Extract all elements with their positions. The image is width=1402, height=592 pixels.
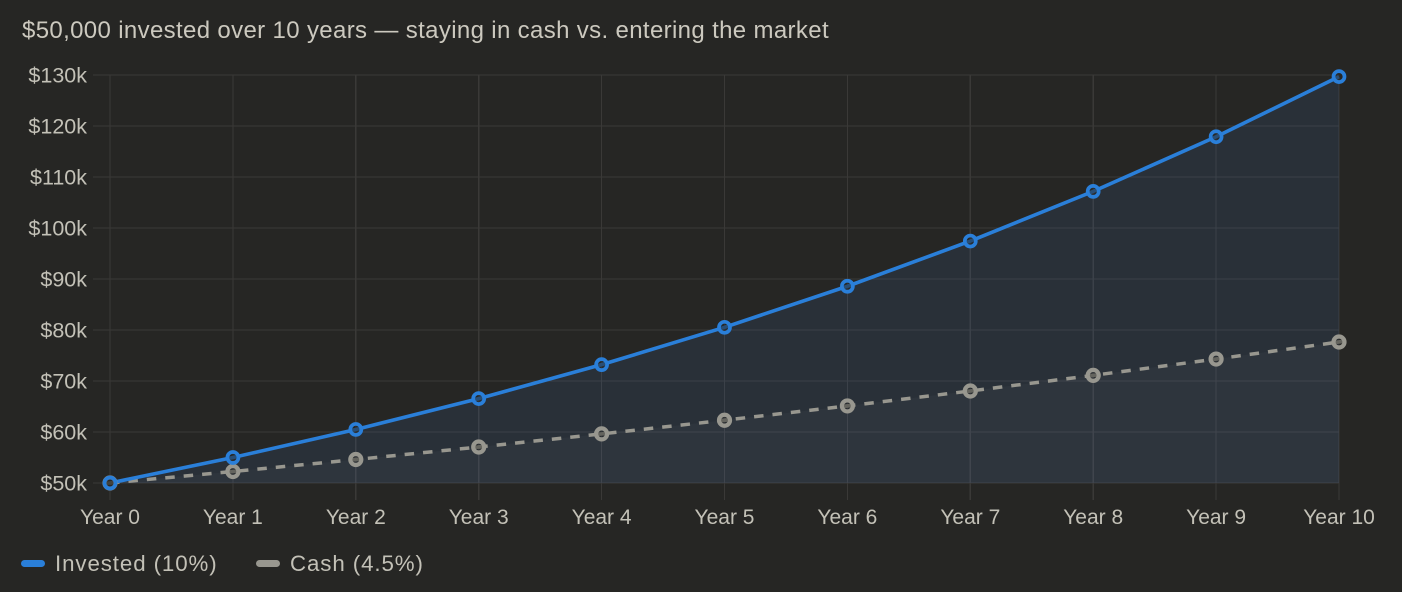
svg-text:Year 1: Year 1 (203, 506, 263, 529)
svg-text:Year 10: Year 10 (1303, 506, 1375, 529)
svg-text:Cash (4.5%): Cash (4.5%) (290, 551, 424, 576)
svg-text:Year 8: Year 8 (1063, 506, 1123, 529)
svg-text:$50k: $50k (40, 472, 87, 496)
svg-text:$50,000 invested over 10 years: $50,000 invested over 10 years — staying… (22, 17, 829, 44)
svg-text:$100k: $100k (28, 217, 87, 241)
svg-text:Year 7: Year 7 (940, 506, 1000, 529)
svg-text:Year 9: Year 9 (1186, 506, 1246, 529)
svg-text:Year 2: Year 2 (326, 506, 386, 529)
svg-text:$60k: $60k (40, 421, 87, 445)
svg-text:$130k: $130k (28, 64, 87, 88)
svg-text:Year 4: Year 4 (572, 506, 632, 529)
svg-text:$90k: $90k (40, 268, 87, 292)
svg-text:Year 3: Year 3 (449, 506, 509, 529)
svg-text:Year 6: Year 6 (817, 506, 877, 529)
svg-text:Year 5: Year 5 (695, 506, 755, 529)
svg-text:$120k: $120k (28, 115, 87, 139)
svg-text:Invested (10%): Invested (10%) (55, 551, 218, 576)
svg-text:$80k: $80k (40, 319, 87, 343)
svg-text:$70k: $70k (40, 370, 87, 394)
svg-text:Year 0: Year 0 (80, 506, 140, 529)
svg-text:$110k: $110k (30, 166, 87, 190)
